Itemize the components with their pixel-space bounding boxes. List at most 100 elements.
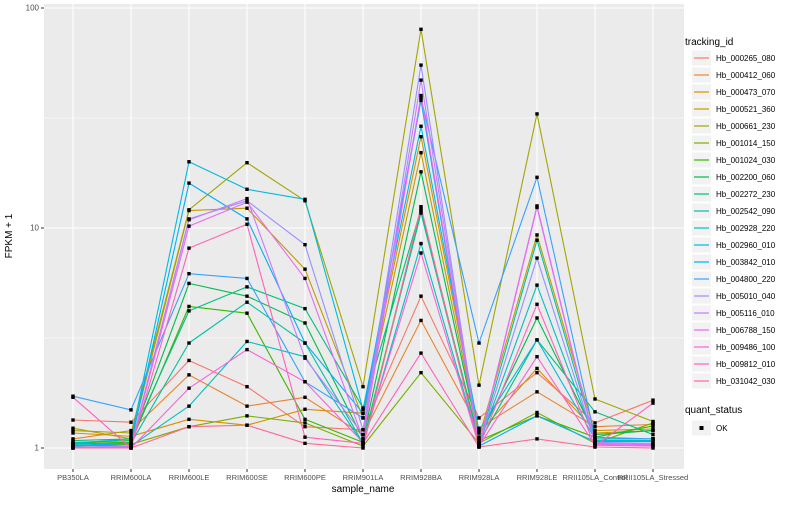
data-point (71, 418, 75, 422)
data-point (361, 432, 365, 437)
x-tick-label: RRII105LA_Control (562, 473, 627, 482)
legend-item-label: Hb_005010_040 (716, 292, 776, 301)
data-point (187, 417, 191, 422)
data-point (419, 96, 423, 100)
data-point (245, 285, 249, 289)
data-point (535, 302, 539, 306)
x-tick-label: RRIM928LE (517, 473, 558, 482)
data-point (187, 424, 191, 429)
data-point (245, 347, 249, 352)
data-point (477, 438, 481, 443)
data-point (361, 428, 365, 432)
data-point (535, 355, 539, 359)
legend-item-label: Hb_031042_030 (716, 377, 776, 386)
y-tick-label: 10 (30, 224, 39, 233)
legend-item-label: Hb_002272_230 (716, 190, 776, 199)
data-point (303, 417, 307, 422)
data-point (651, 428, 655, 433)
data-point (245, 311, 249, 315)
data-point (361, 446, 365, 450)
data-point (71, 446, 75, 450)
legend-item-label: Hb_001024_030 (716, 156, 776, 165)
data-point (651, 421, 655, 425)
data-point (651, 446, 655, 450)
x-tick-label: RRIM928BA (400, 473, 442, 482)
data-point (419, 241, 423, 246)
legend-item-label: Hb_000521_360 (716, 105, 776, 114)
legend-item-label: Hb_002928_220 (716, 224, 776, 233)
data-point (303, 395, 307, 400)
data-point (129, 420, 133, 424)
legend-item-label: Hb_005116_010 (716, 309, 775, 318)
data-point (245, 187, 249, 191)
data-point (71, 395, 75, 400)
x-tick-label: RRIM600LE (169, 473, 210, 482)
data-point (303, 380, 307, 384)
data-point (477, 437, 481, 441)
data-point (419, 27, 423, 32)
data-point (245, 423, 249, 427)
data-point (419, 78, 423, 82)
data-point (129, 408, 133, 412)
data-point (303, 276, 307, 281)
x-tick-label: RRII105LA_Stressed (618, 473, 688, 482)
data-point (303, 306, 307, 311)
x-tick-label: RRIM600SE (226, 473, 268, 482)
data-point (245, 200, 249, 204)
data-point (593, 424, 597, 429)
data-point (651, 398, 655, 402)
data-point (303, 197, 307, 202)
x-tick-label: RRIM600LA (111, 473, 152, 482)
data-point (419, 150, 423, 155)
data-point (303, 321, 307, 325)
data-point (245, 300, 249, 304)
data-point (245, 294, 249, 298)
data-point (245, 217, 249, 221)
y-tick-label: 1 (35, 444, 40, 453)
data-point (245, 161, 249, 165)
data-point (535, 112, 539, 116)
data-point (419, 170, 423, 174)
data-point (303, 242, 307, 247)
data-point (593, 397, 597, 401)
data-point (593, 428, 597, 433)
data-point (71, 431, 75, 435)
legend-item-label: Hb_002542_090 (716, 207, 776, 216)
data-point (245, 276, 249, 281)
data-point (187, 341, 191, 345)
data-point (187, 404, 191, 408)
x-tick-label: RRIM928LA (459, 473, 500, 482)
data-point (535, 370, 539, 375)
data-point (419, 318, 423, 323)
legend-item-label: Hb_000412_060 (716, 71, 776, 80)
data-point (245, 384, 249, 389)
legend-color-title: tracking_id (685, 37, 733, 48)
data-point (651, 437, 655, 441)
data-point (303, 424, 307, 429)
data-point (303, 267, 307, 271)
data-point (187, 271, 191, 276)
data-point (535, 205, 539, 210)
data-point (419, 370, 423, 375)
data-point (593, 421, 597, 425)
data-point (303, 356, 307, 360)
data-point (361, 444, 365, 448)
data-point (651, 401, 655, 405)
data-point (419, 207, 423, 211)
data-point (361, 416, 365, 420)
data-point (71, 428, 75, 433)
legend-item-label: Hb_009486_100 (716, 343, 776, 352)
legend-item-label: Hb_001014_150 (716, 139, 776, 148)
data-point (477, 341, 481, 345)
legend-item-label: Hb_002200_060 (716, 173, 776, 182)
x-tick-label: RRIM600PE (284, 473, 326, 482)
data-point (129, 438, 133, 443)
data-point (361, 437, 365, 441)
legend-item-label: Hb_002960_010 (716, 241, 776, 250)
data-point (593, 437, 597, 441)
data-point (71, 441, 75, 446)
data-point (187, 224, 191, 228)
data-point (245, 339, 249, 344)
x-tick-label: PB350LA (57, 473, 89, 482)
